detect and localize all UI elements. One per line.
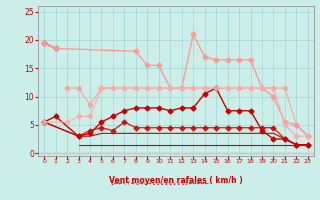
X-axis label: Vent moyen/en rafales ( km/h ): Vent moyen/en rafales ( km/h )	[109, 176, 243, 185]
Text: ↙←←↖↑→↘→↘→↘↘↘↘↘↘↘↘↓←←←←←: ↙←←↖↑→↘→↘→↘↘↘↘↘↘↘↘↓←←←←←	[110, 180, 210, 186]
